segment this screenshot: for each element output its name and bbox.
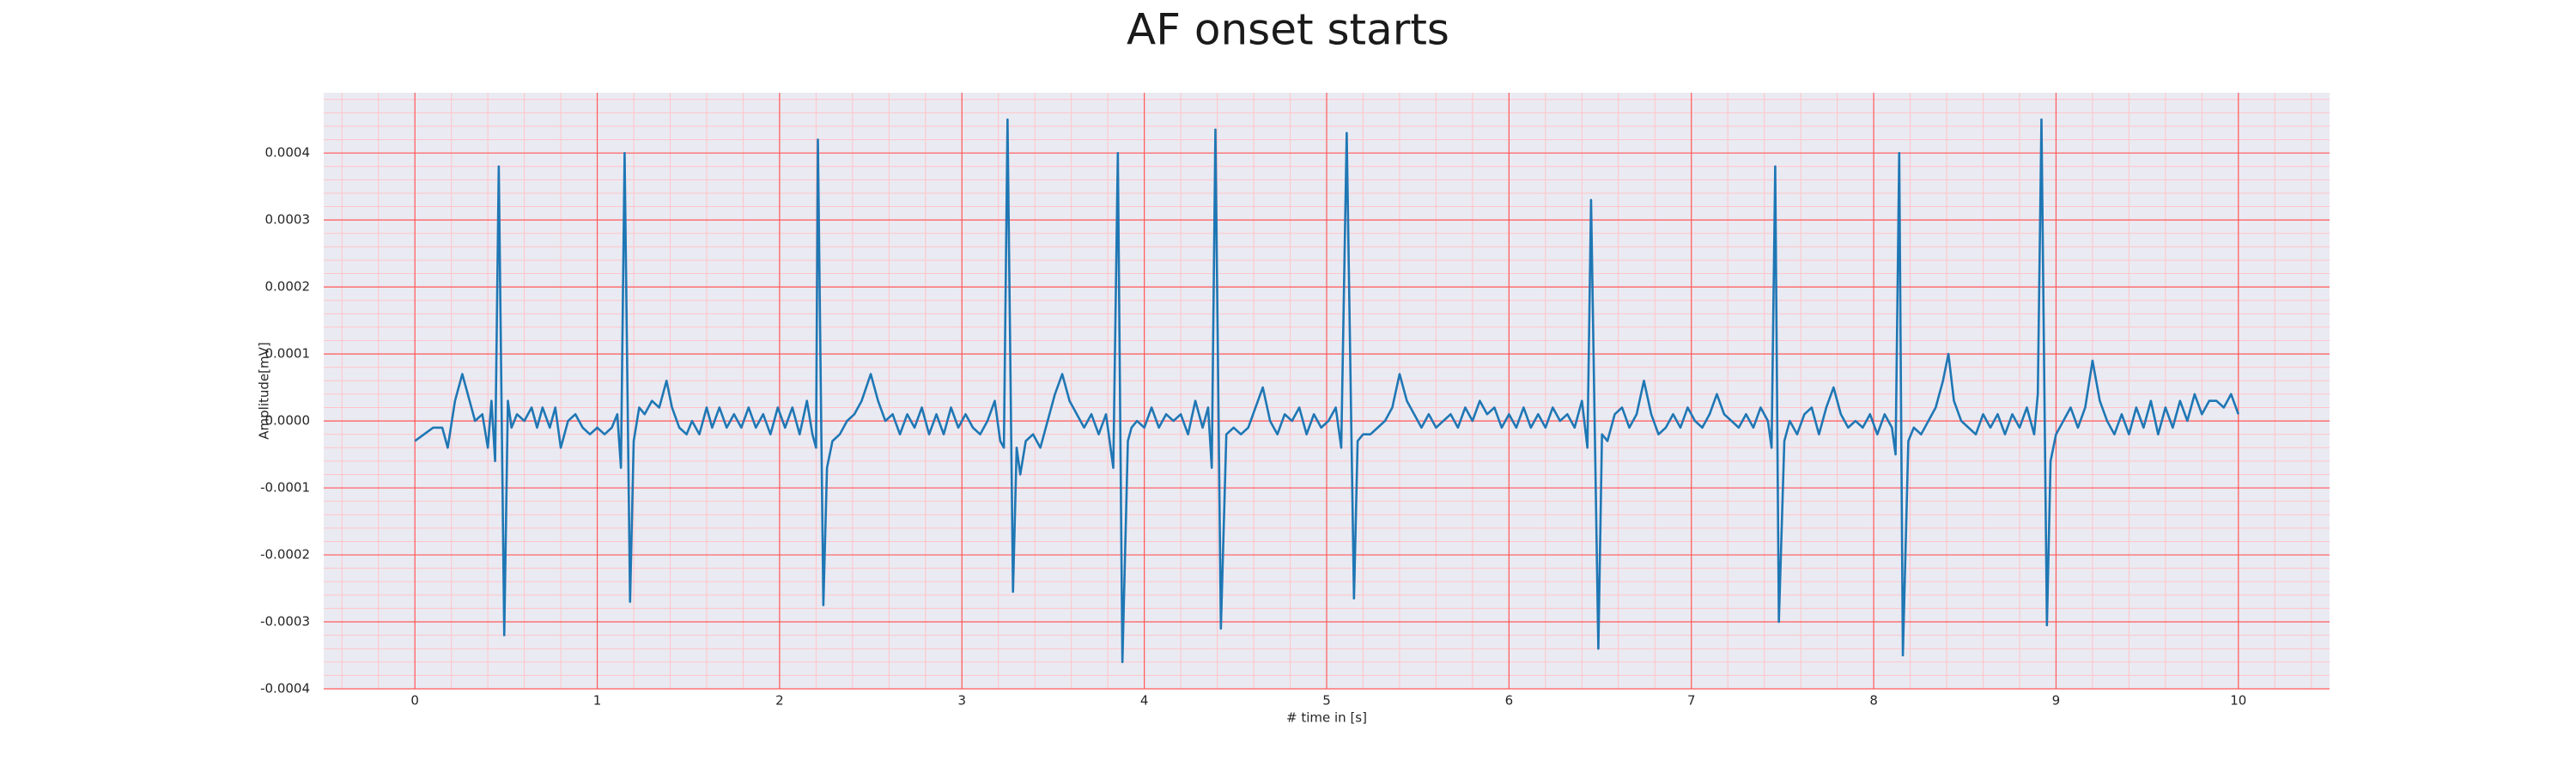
x-tick-label: 10 [2230, 693, 2246, 709]
y-tick-label: -0.0002 [260, 547, 310, 563]
x-tick-label: 0 [410, 693, 419, 709]
y-axis-label: Amplitude[mV] [257, 342, 272, 439]
x-tick-label: 5 [1322, 693, 1331, 709]
x-tick-label: 8 [1869, 693, 1878, 709]
x-tick-label: 6 [1505, 693, 1514, 709]
x-tick-label: 2 [775, 693, 784, 709]
y-tick-label: 0.0003 [265, 212, 311, 228]
x-tick-label: 7 [1687, 693, 1696, 709]
x-tick-label: 4 [1140, 693, 1149, 709]
y-tick-label: 0.0000 [265, 413, 311, 429]
x-axis-label: # time in [s] [1286, 710, 1367, 726]
x-tick-label: 1 [593, 693, 602, 709]
y-tick-label: 0.0001 [265, 346, 311, 362]
y-tick-label: -0.0001 [260, 480, 310, 496]
y-tick-label: -0.0003 [260, 614, 310, 630]
y-tick-label: 0.0004 [265, 145, 311, 161]
chart-title: AF onset starts [1127, 5, 1449, 55]
ecg-line [414, 118, 2240, 664]
y-tick-label: 0.0002 [265, 279, 311, 295]
y-tick-label: -0.0004 [260, 681, 310, 697]
x-tick-label: 9 [2052, 693, 2061, 709]
x-tick-label: 3 [957, 693, 966, 709]
